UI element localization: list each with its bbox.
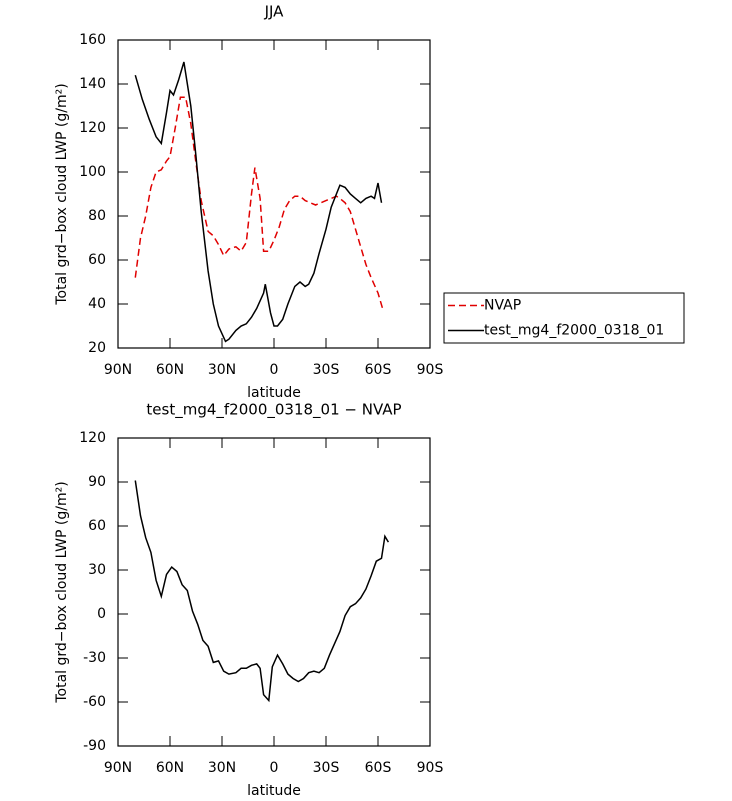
- x-axis-label: latitude: [247, 385, 301, 401]
- legend-label: NVAP: [484, 298, 521, 314]
- x-tick-label: 60N: [156, 760, 184, 776]
- y-tick-label: 140: [79, 76, 106, 92]
- x-tick-label: 0: [270, 362, 279, 378]
- chart-title: test_mg4_f2000_0318_01 − NVAP: [146, 401, 401, 420]
- x-tick-label: 90N: [104, 760, 132, 776]
- y-tick-label: 120: [79, 120, 106, 136]
- y-tick-label: -30: [83, 650, 106, 666]
- y-tick-label: 100: [79, 164, 106, 180]
- plot-frame: [117, 39, 431, 349]
- x-tick-label: 60S: [365, 362, 392, 378]
- y-axis-label: Total grd−box cloud LWP (g/m²): [54, 83, 70, 305]
- y-tick-label: 40: [88, 296, 106, 312]
- y-tick-label: 120: [79, 430, 106, 446]
- x-tick-label: 90S: [417, 760, 444, 776]
- x-tick-label: 30N: [208, 362, 236, 378]
- series-line: [134, 480, 390, 703]
- y-tick-label: -90: [83, 738, 106, 754]
- chart-title: JJA: [264, 3, 285, 21]
- x-tick-label: 90N: [104, 362, 132, 378]
- x-tick-label: 90S: [417, 362, 444, 378]
- y-tick-label: 30: [88, 562, 106, 578]
- y-tick-label: 60: [88, 518, 106, 534]
- y-tick-label: -60: [83, 694, 106, 710]
- x-tick-label: 30S: [313, 760, 340, 776]
- x-tick-label: 30S: [313, 362, 340, 378]
- y-axis-label: Total grd−box cloud LWP (g/m²): [54, 481, 70, 703]
- legend-box: [443, 292, 685, 344]
- x-axis-label: latitude: [247, 783, 301, 799]
- series-line: [134, 96, 384, 311]
- x-tick-label: 60S: [365, 760, 392, 776]
- y-tick-label: 60: [88, 252, 106, 268]
- y-tick-label: 90: [88, 474, 106, 490]
- x-tick-label: 0: [270, 760, 279, 776]
- legend-label: test_mg4_f2000_0318_01: [484, 323, 664, 339]
- y-tick-label: 160: [79, 32, 106, 48]
- x-tick-label: 60N: [156, 362, 184, 378]
- y-tick-label: 20: [88, 340, 106, 356]
- series-line: [134, 61, 383, 343]
- y-tick-label: 0: [97, 606, 106, 622]
- plot-frame: [117, 437, 431, 747]
- y-tick-label: 80: [88, 208, 106, 224]
- x-tick-label: 30N: [208, 760, 236, 776]
